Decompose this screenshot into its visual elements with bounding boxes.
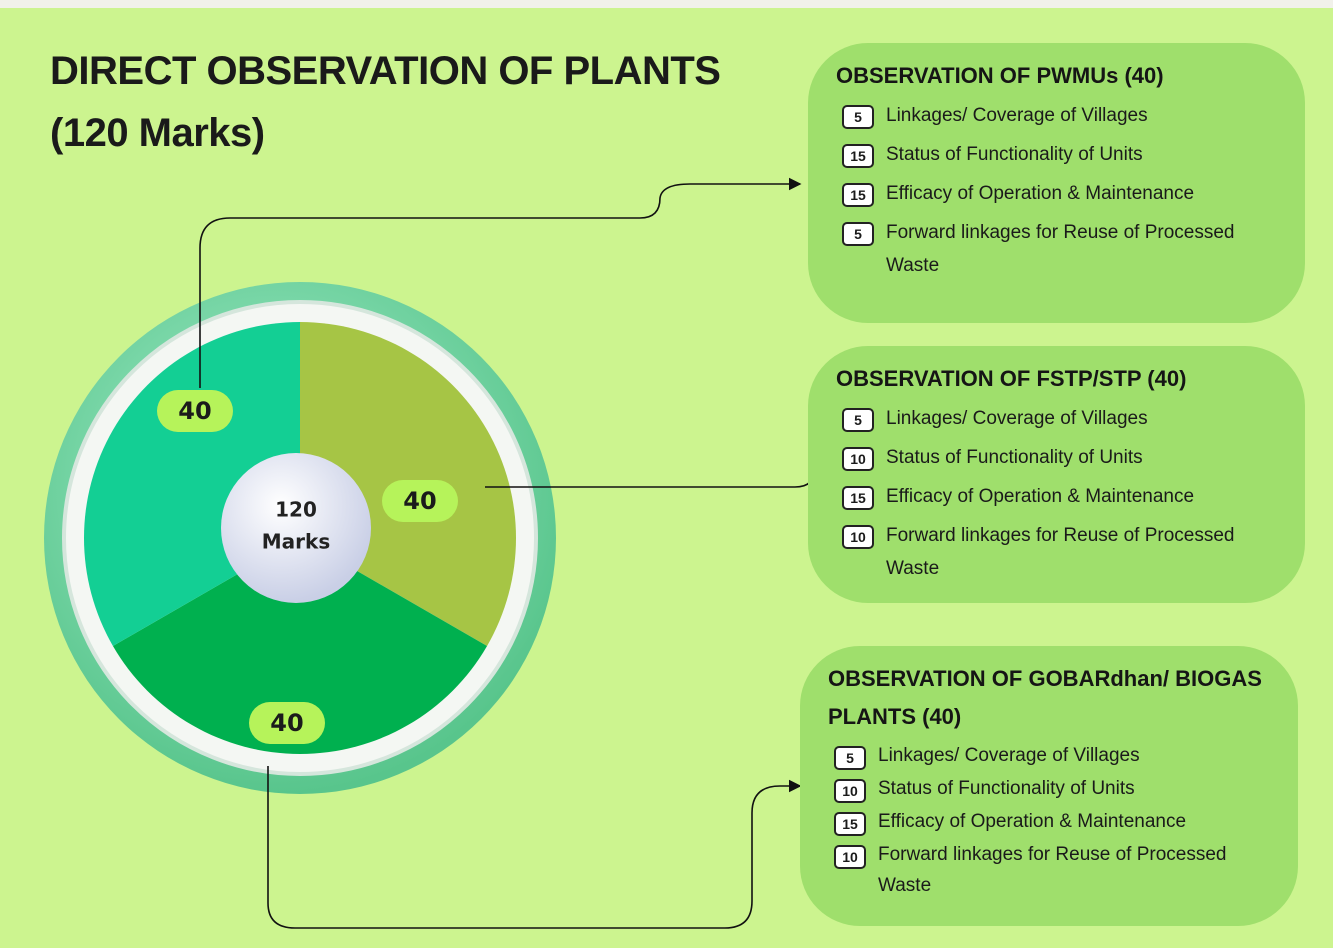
list-item: 15 Efficacy of Operation & Maintenance [836, 177, 1285, 210]
item-text: Linkages/ Coverage of Villages [878, 740, 1140, 771]
center-ball [221, 453, 371, 603]
list-item: 5 Linkages/ Coverage of Villages [828, 740, 1278, 771]
marks-badge: 10 [842, 525, 874, 549]
item-text: Forward linkages for Reuse of Processed … [886, 519, 1285, 585]
list-item: 5 Linkages/ Coverage of Villages [836, 99, 1285, 132]
item-text: Status of Functionality of Units [886, 138, 1143, 171]
panel: OBSERVATION OF GOBARdhan/ BIOGAS PLANTS … [800, 646, 1298, 926]
value-label: 40 [178, 397, 211, 425]
list-item: 15 Status of Functionality of Units [836, 138, 1285, 171]
list-item: 15 Efficacy of Operation & Maintenance [836, 480, 1285, 513]
marks-badge: 15 [842, 183, 874, 207]
value-label: 40 [270, 709, 303, 737]
panel-title: OBSERVATION OF FSTP/STP (40) [836, 360, 1285, 398]
marks-badge: 5 [842, 408, 874, 432]
item-text: Efficacy of Operation & Maintenance [878, 806, 1186, 837]
marks-badge: 15 [842, 144, 874, 168]
item-text: Status of Functionality of Units [886, 441, 1143, 474]
marks-badge: 10 [834, 779, 866, 803]
marks-badge: 5 [842, 105, 874, 129]
item-text: Status of Functionality of Units [878, 773, 1135, 804]
marks-badge: 5 [842, 222, 874, 246]
item-text: Linkages/ Coverage of Villages [886, 402, 1148, 435]
list-item: 10 Forward linkages for Reuse of Processe… [828, 839, 1278, 901]
marks-badge: 15 [834, 812, 866, 836]
marks-badge: 10 [842, 447, 874, 471]
center-label: Marks [262, 530, 330, 554]
marks-badge: 15 [842, 486, 874, 510]
panel: OBSERVATION OF FSTP/STP (40) 5 Linkages/ C… [808, 346, 1305, 603]
item-text: Efficacy of Operation & Maintenance [886, 480, 1194, 513]
list-item: 10 Forward linkages for Reuse of Processe… [836, 519, 1285, 585]
marks-badge: 5 [834, 746, 866, 770]
item-text: Linkages/ Coverage of Villages [886, 99, 1148, 132]
item-text: Forward linkages for Reuse of Processed … [878, 839, 1278, 901]
item-text: Efficacy of Operation & Maintenance [886, 177, 1194, 210]
panel: OBSERVATION OF PWMUs (40) 5 Linkages/ Cove… [808, 43, 1305, 323]
center-value: 120 [275, 498, 317, 522]
list-item: 5 Linkages/ Coverage of Villages [836, 402, 1285, 435]
panel-title: OBSERVATION OF PWMUs (40) [836, 57, 1285, 95]
connector [268, 766, 800, 928]
list-item: 15 Efficacy of Operation & Maintenance [828, 806, 1278, 837]
value-label: 40 [403, 487, 436, 515]
list-item: 10 Status of Functionality of Units [836, 441, 1285, 474]
infographic: DIRECT OBSERVATION OF PLANTS (120 Marks)… [0, 0, 1333, 940]
list-item: 10 Status of Functionality of Units [828, 773, 1278, 804]
panel-title: OBSERVATION OF GOBARdhan/ BIOGAS PLANTS … [828, 660, 1278, 736]
marks-badge: 10 [834, 845, 866, 869]
list-item: 5 Forward linkages for Reuse of Processed… [836, 216, 1285, 282]
item-text: Forward linkages for Reuse of Processed … [886, 216, 1285, 282]
